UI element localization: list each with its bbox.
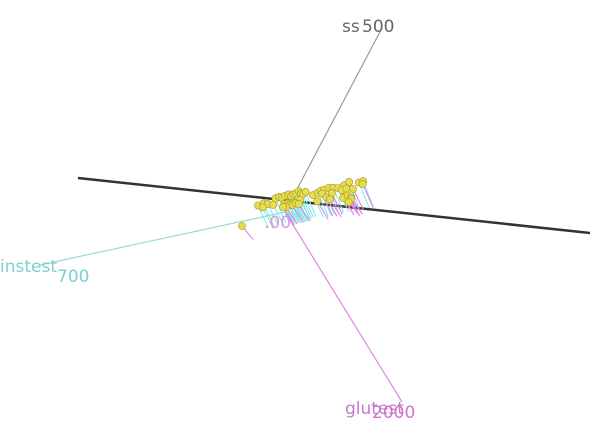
data-point — [279, 203, 288, 211]
y-axis-line — [284, 27, 383, 213]
drop-line — [317, 192, 329, 217]
z-axis-title: glutest — [345, 399, 404, 419]
data-point — [349, 184, 357, 193]
data-point — [269, 200, 278, 209]
origin-tick: .00 — [264, 213, 291, 233]
drop-line — [362, 183, 374, 208]
data-points — [238, 177, 368, 230]
data-point — [326, 195, 334, 204]
drop-line — [331, 192, 343, 215]
data-point — [342, 184, 351, 193]
z-axis-tick: 2000 — [372, 403, 415, 423]
y-axis-tick: 500 — [362, 17, 394, 37]
drop-line — [352, 188, 365, 211]
data-point — [294, 199, 303, 208]
drop-line — [302, 193, 314, 218]
y-axis-title: ss — [342, 17, 360, 37]
drop-line — [305, 191, 317, 218]
data-point — [301, 187, 310, 196]
data-point — [258, 203, 267, 212]
x-axis-line — [39, 211, 286, 266]
data-point — [358, 180, 367, 188]
x-axis-tick: 700 — [57, 267, 89, 287]
drop-line — [267, 203, 279, 226]
x-axis-title: instest — [0, 257, 57, 277]
data-point — [344, 198, 353, 206]
z-axis-line — [284, 211, 403, 403]
data-point — [238, 222, 246, 230]
drop-line — [272, 204, 285, 226]
drop-line — [274, 198, 287, 224]
drop-line — [262, 207, 274, 230]
data-point — [313, 197, 322, 206]
data-point — [345, 178, 353, 186]
